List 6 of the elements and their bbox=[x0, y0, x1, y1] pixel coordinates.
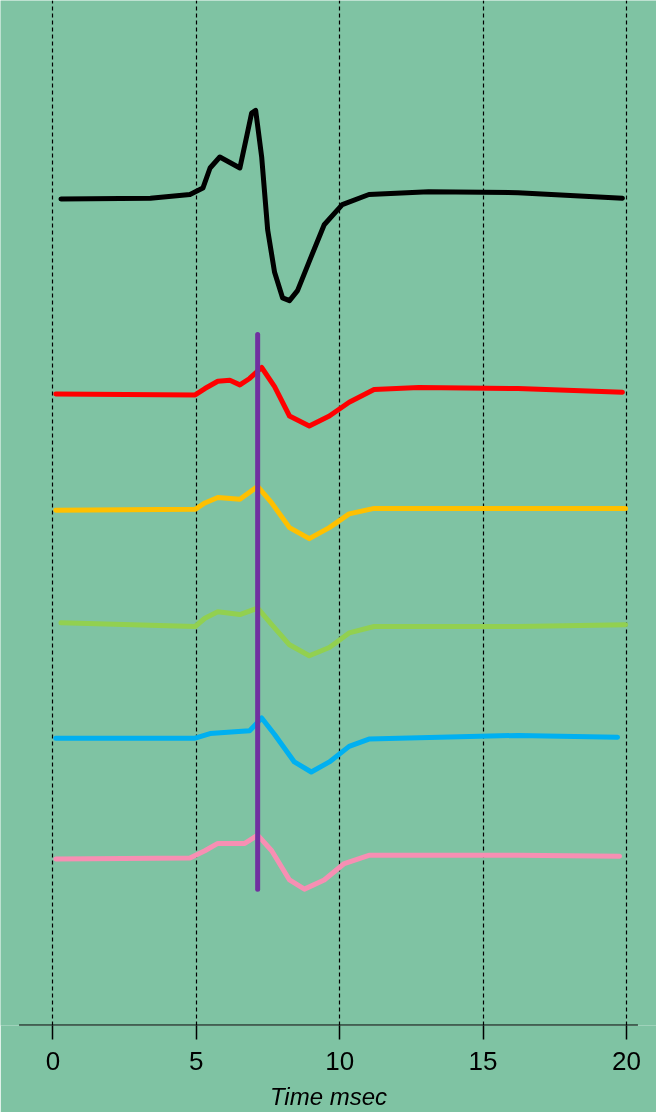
x-tick-label: 20 bbox=[612, 1045, 641, 1076]
x-axis-title: Time msec bbox=[269, 1082, 388, 1110]
x-tick-label: 0 bbox=[45, 1045, 61, 1076]
x-tick-label: 15 bbox=[468, 1045, 498, 1076]
x-tick-label: 5 bbox=[189, 1045, 204, 1076]
x-tick-label: 10 bbox=[325, 1045, 355, 1076]
